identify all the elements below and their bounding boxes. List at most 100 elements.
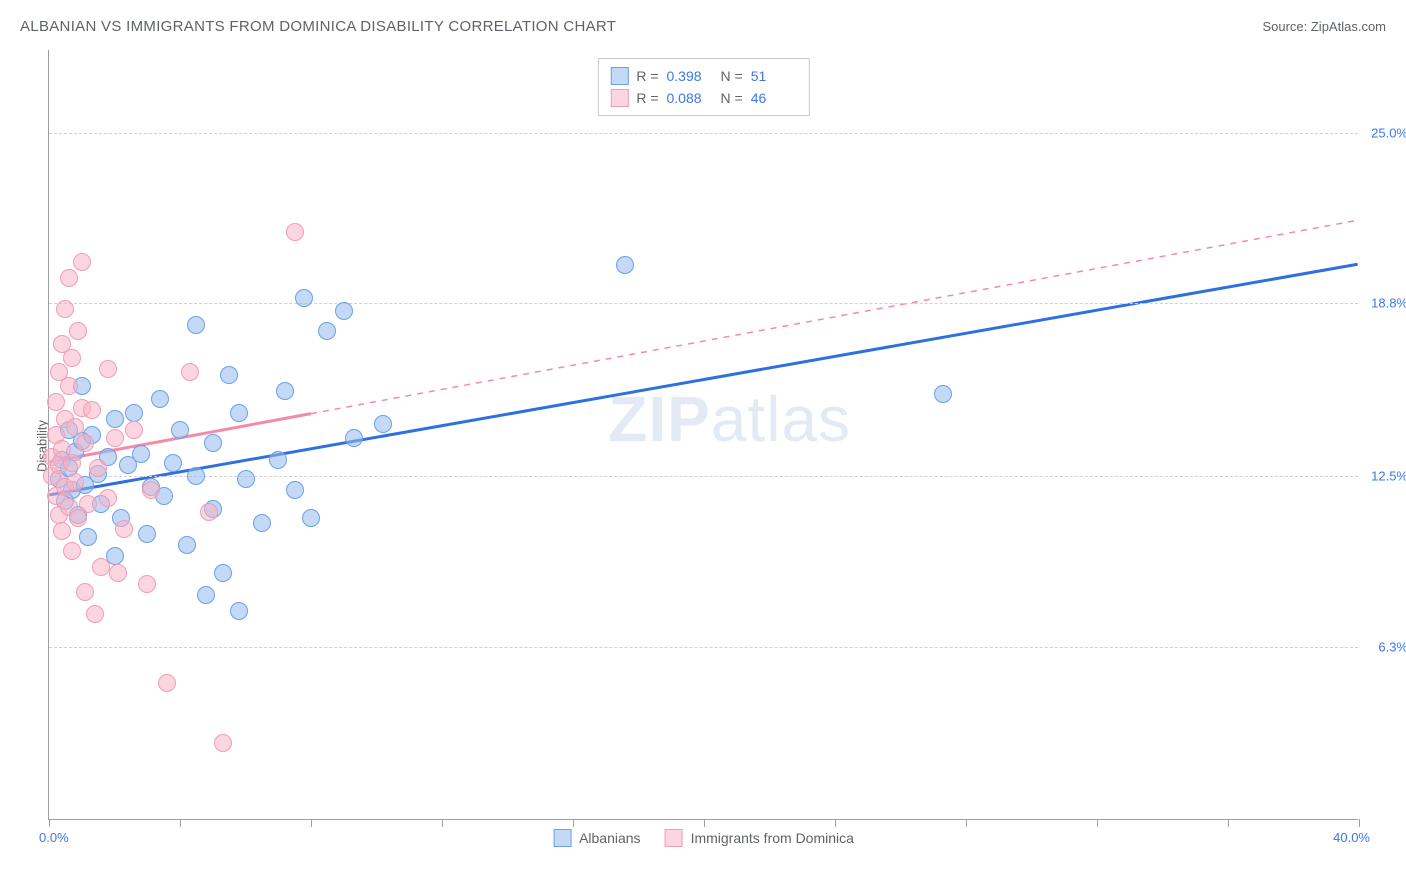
data-point bbox=[106, 410, 124, 428]
stats-n-value-0: 51 bbox=[751, 65, 797, 87]
data-point bbox=[197, 586, 215, 604]
data-point bbox=[92, 558, 110, 576]
data-point bbox=[934, 385, 952, 403]
gridline bbox=[49, 133, 1358, 134]
swatch-series-0 bbox=[553, 829, 571, 847]
data-point bbox=[63, 349, 81, 367]
data-point bbox=[132, 445, 150, 463]
data-point bbox=[53, 522, 71, 540]
x-tick bbox=[966, 819, 967, 827]
source-label: Source: ZipAtlas.com bbox=[1262, 19, 1386, 34]
x-tick bbox=[311, 819, 312, 827]
data-point bbox=[200, 503, 218, 521]
data-point bbox=[286, 223, 304, 241]
data-point bbox=[76, 583, 94, 601]
swatch-series-1 bbox=[665, 829, 683, 847]
data-point bbox=[158, 674, 176, 692]
data-point bbox=[230, 602, 248, 620]
x-tick bbox=[1097, 819, 1098, 827]
data-point bbox=[286, 481, 304, 499]
chart-title: ALBANIAN VS IMMIGRANTS FROM DOMINICA DIS… bbox=[20, 18, 616, 35]
data-point bbox=[335, 302, 353, 320]
y-tick-label: 12.5% bbox=[1360, 469, 1406, 484]
data-point bbox=[99, 489, 117, 507]
data-point bbox=[276, 382, 294, 400]
data-point bbox=[295, 289, 313, 307]
x-tick bbox=[835, 819, 836, 827]
trend-line-dashed bbox=[311, 220, 1358, 413]
x-tick bbox=[704, 819, 705, 827]
stats-n-label: N = bbox=[721, 87, 743, 109]
stats-r-label: R = bbox=[636, 65, 658, 87]
y-tick-label: 25.0% bbox=[1360, 125, 1406, 140]
data-point bbox=[318, 322, 336, 340]
data-point bbox=[138, 525, 156, 543]
data-point bbox=[214, 564, 232, 582]
series-legend: Albanians Immigrants from Dominica bbox=[553, 829, 854, 847]
gridline bbox=[49, 303, 1358, 304]
data-point bbox=[86, 605, 104, 623]
stats-row-series-1: R = 0.088 N = 46 bbox=[610, 87, 796, 109]
y-tick-label: 6.3% bbox=[1360, 639, 1406, 654]
data-point bbox=[109, 564, 127, 582]
data-point bbox=[230, 404, 248, 422]
data-point bbox=[63, 542, 81, 560]
data-point bbox=[302, 509, 320, 527]
data-point bbox=[66, 418, 84, 436]
data-point bbox=[220, 366, 238, 384]
data-point bbox=[204, 434, 222, 452]
data-point bbox=[106, 429, 124, 447]
data-point bbox=[79, 528, 97, 546]
data-point bbox=[164, 454, 182, 472]
data-point bbox=[187, 467, 205, 485]
legend-item-0: Albanians bbox=[553, 829, 641, 847]
data-point bbox=[69, 322, 87, 340]
data-point bbox=[142, 481, 160, 499]
x-tick bbox=[573, 819, 574, 827]
scatter-chart: ZIPatlas R = 0.398 N = 51 R = 0.088 N = … bbox=[48, 50, 1358, 820]
stats-row-series-0: R = 0.398 N = 51 bbox=[610, 65, 796, 87]
data-point bbox=[616, 256, 634, 274]
data-point bbox=[47, 393, 65, 411]
data-point bbox=[125, 404, 143, 422]
watermark-light: atlas bbox=[711, 383, 851, 455]
trend-lines-layer bbox=[49, 50, 1358, 819]
data-point bbox=[89, 459, 107, 477]
stats-legend: R = 0.398 N = 51 R = 0.088 N = 46 bbox=[597, 58, 809, 116]
data-point bbox=[60, 377, 78, 395]
data-point bbox=[269, 451, 287, 469]
data-point bbox=[79, 495, 97, 513]
swatch-series-0 bbox=[610, 67, 628, 85]
data-point bbox=[56, 300, 74, 318]
data-point bbox=[253, 514, 271, 532]
stats-n-value-1: 46 bbox=[751, 87, 797, 109]
x-tick bbox=[442, 819, 443, 827]
data-point bbox=[171, 421, 189, 439]
data-point bbox=[83, 401, 101, 419]
stats-r-label: R = bbox=[636, 87, 658, 109]
data-point bbox=[125, 421, 143, 439]
data-point bbox=[99, 360, 117, 378]
data-point bbox=[73, 253, 91, 271]
trend-line-solid bbox=[49, 264, 1357, 495]
x-tick bbox=[1228, 819, 1229, 827]
data-point bbox=[237, 470, 255, 488]
stats-r-value-1: 0.088 bbox=[667, 87, 713, 109]
swatch-series-1 bbox=[610, 89, 628, 107]
data-point bbox=[115, 520, 133, 538]
stats-n-label: N = bbox=[721, 65, 743, 87]
x-tick bbox=[1359, 819, 1360, 827]
data-point bbox=[345, 429, 363, 447]
data-point bbox=[76, 434, 94, 452]
legend-item-1: Immigrants from Dominica bbox=[665, 829, 854, 847]
data-point bbox=[187, 316, 205, 334]
watermark-bold: ZIP bbox=[608, 383, 711, 455]
data-point bbox=[181, 363, 199, 381]
x-tick bbox=[49, 819, 50, 827]
gridline bbox=[49, 647, 1358, 648]
data-point bbox=[214, 734, 232, 752]
data-point bbox=[66, 473, 84, 491]
data-point bbox=[178, 536, 196, 554]
x-axis-min-label: 0.0% bbox=[39, 830, 69, 845]
legend-label-1: Immigrants from Dominica bbox=[691, 830, 854, 846]
